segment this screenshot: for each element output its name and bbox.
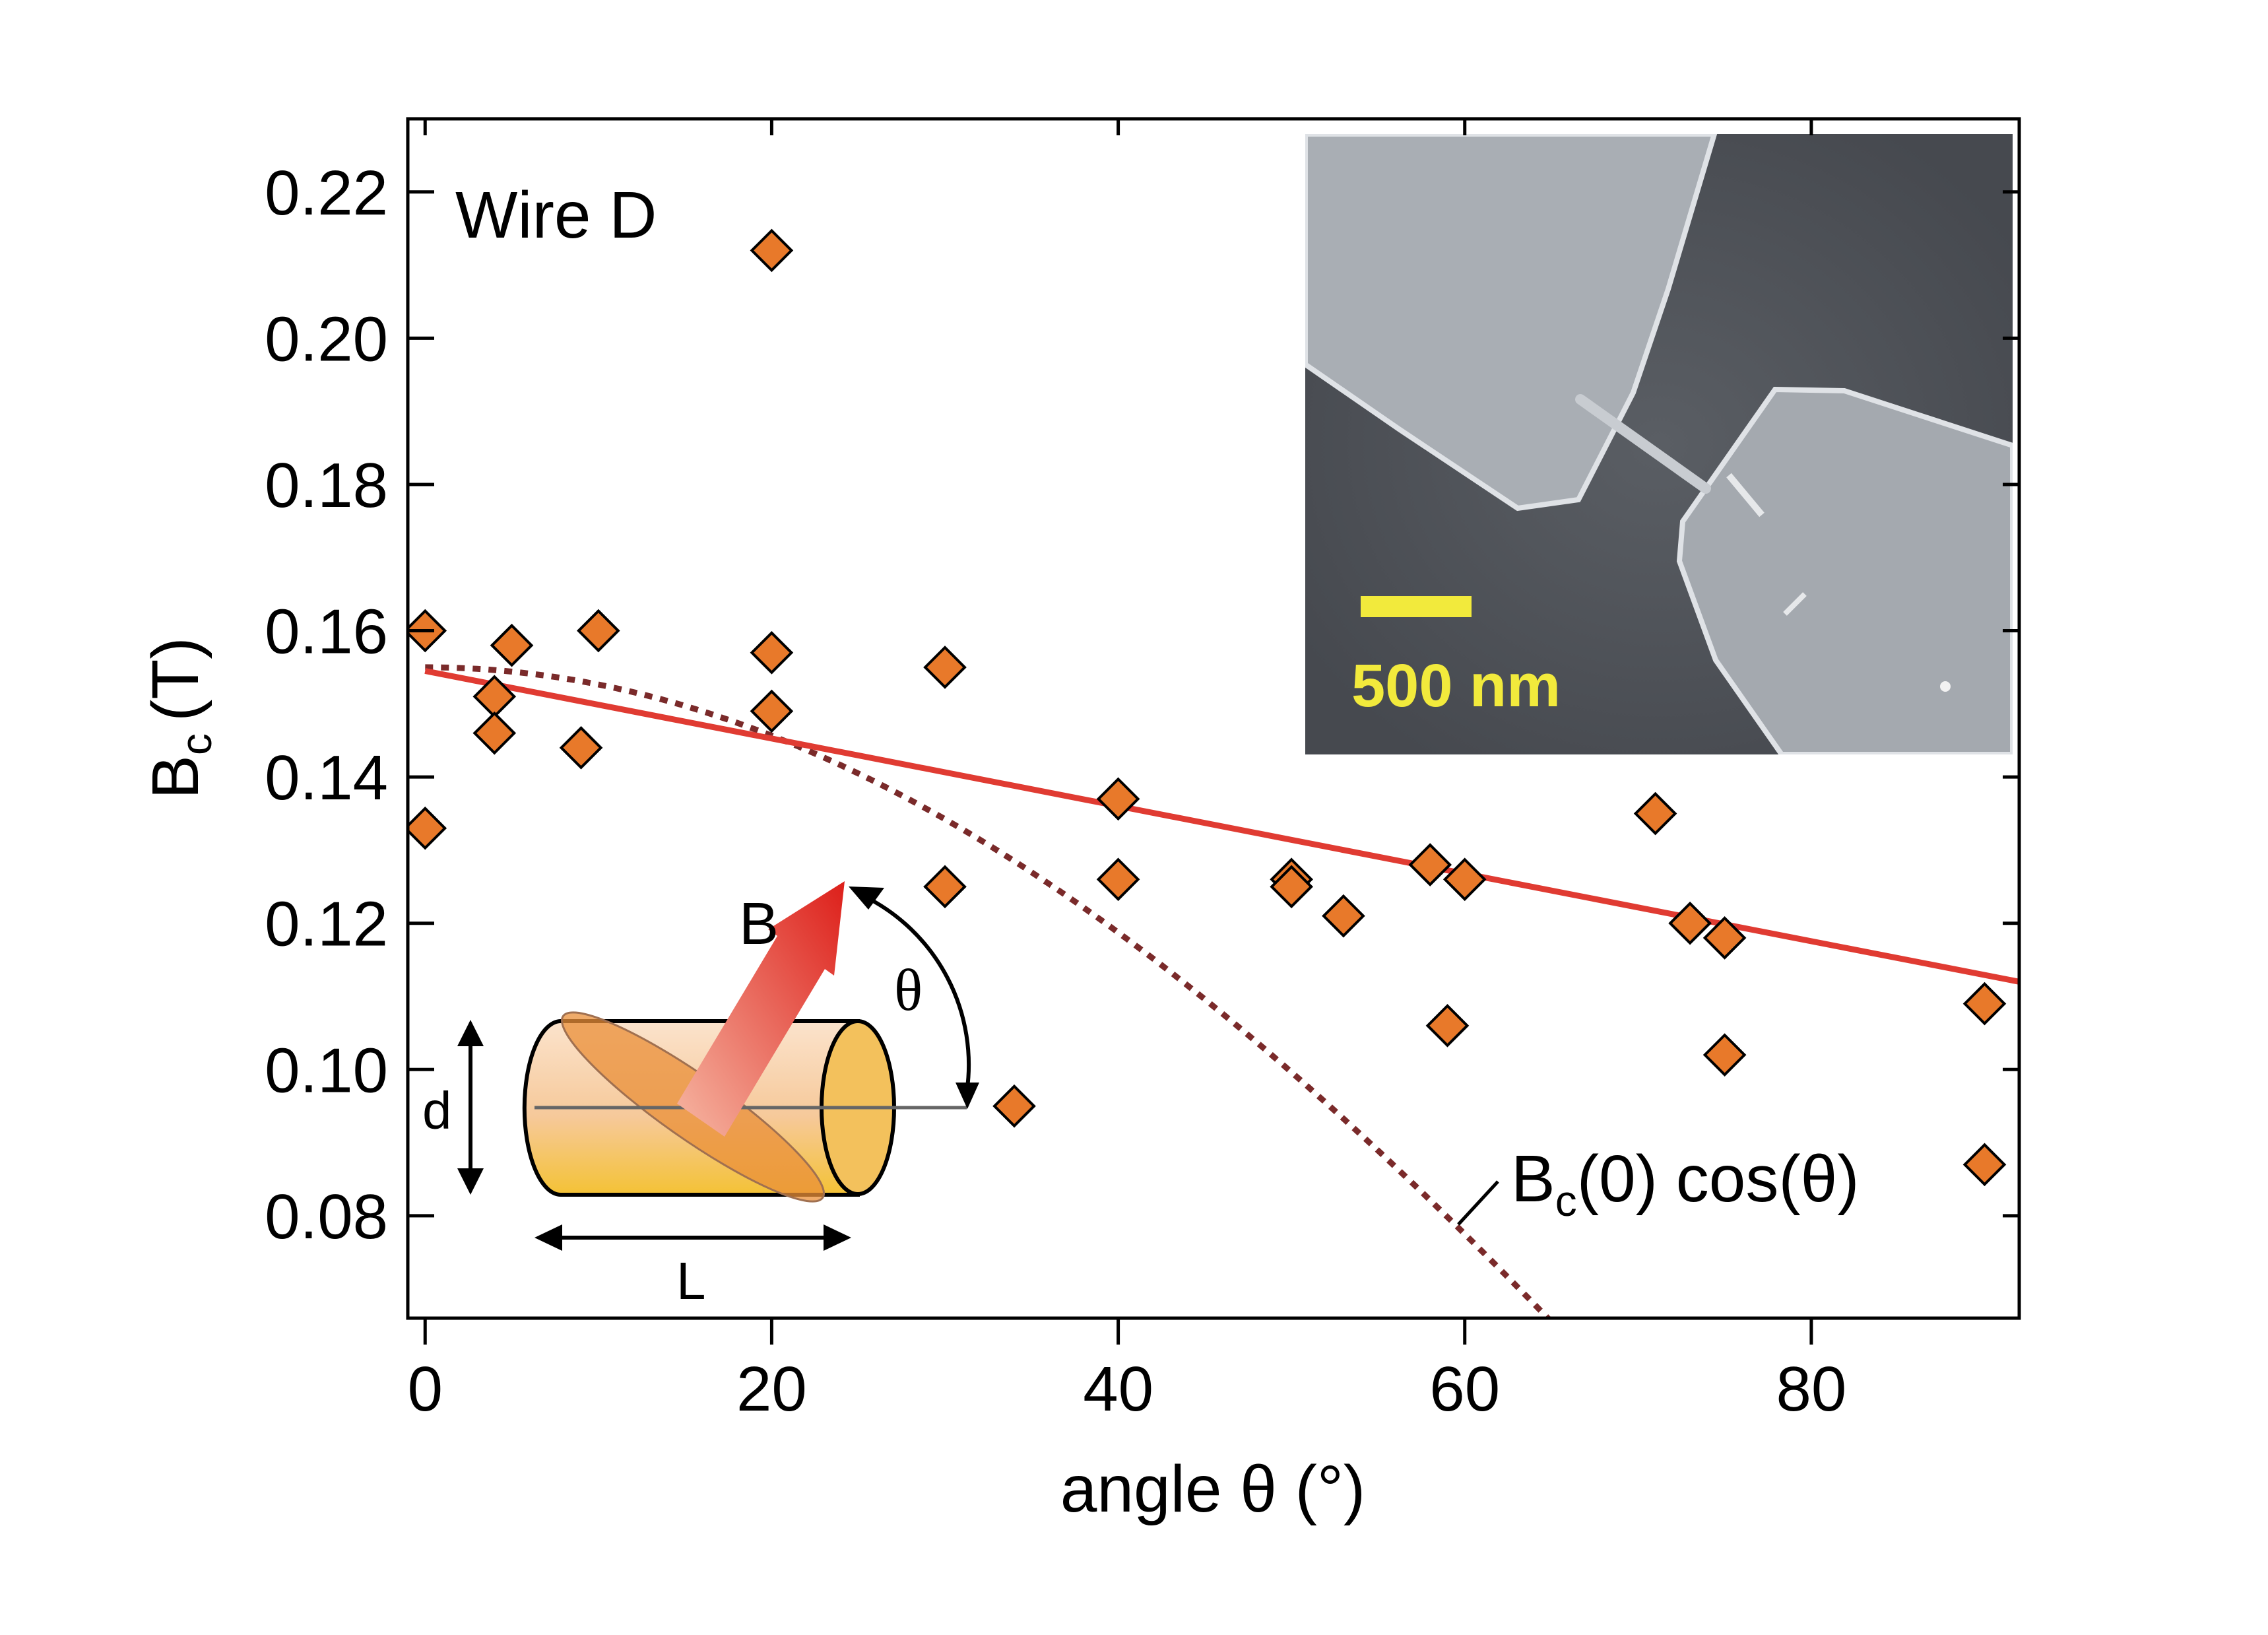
svg-text:Bc(T): Bc (T) [139, 637, 220, 799]
y-axis-label-sub: c [172, 733, 220, 755]
data-point [490, 623, 534, 667]
y-axis-label-main: B [139, 755, 212, 799]
plot-frame [406, 117, 2021, 1320]
angle-arrowhead-bottom [956, 1083, 979, 1109]
data-point [577, 609, 620, 653]
length-label: L [676, 1251, 706, 1310]
y-axis-label-unit: (T) [139, 637, 212, 721]
data-point [1270, 865, 1313, 909]
data-point [923, 865, 967, 909]
linear-fit-line [424, 668, 2019, 985]
scale-bar-label: 500 nm [1351, 652, 1561, 719]
scale-bar [1361, 596, 1472, 617]
data-point [750, 630, 794, 675]
data-point [408, 806, 447, 850]
data-point [923, 646, 967, 689]
data-point [1322, 894, 1365, 938]
angle-label: θ [894, 958, 923, 1023]
data-point [559, 725, 603, 770]
y-tick-label: 0.16 [265, 597, 388, 667]
y-tick-label: 0.20 [265, 304, 388, 374]
cos-curve-label-main: B [1511, 1142, 1555, 1216]
diameter-arrowhead-bottom [457, 1168, 484, 1195]
geometry-diagram: B θ d L [422, 881, 979, 1310]
data-point [1425, 1004, 1470, 1048]
data-point [750, 228, 794, 273]
x-axis-ticks: 0 20 40 60 80 [408, 119, 1847, 1424]
y-tick-label: 0.14 [265, 743, 388, 813]
data-point [1442, 857, 1487, 902]
field-arrow [677, 881, 845, 1137]
length-arrowhead-right [824, 1224, 851, 1251]
y-tick-label: 0.08 [265, 1182, 388, 1252]
data-point [750, 689, 794, 733]
diameter-label: d [422, 1081, 452, 1140]
data-point [1633, 791, 1677, 836]
cos-curve-label-sub: c [1555, 1176, 1577, 1225]
data-point [1702, 916, 1747, 960]
field-label: B [739, 891, 779, 957]
y-tick-label: 0.18 [265, 450, 388, 521]
data-point [992, 1084, 1036, 1128]
angle-arc [863, 894, 971, 1093]
panel-label: Wire D [455, 178, 657, 252]
cos-theta-curve [425, 664, 1552, 1318]
data-point [1702, 1033, 1747, 1077]
x-tick-label: 20 [736, 1354, 807, 1424]
data-point [472, 711, 517, 755]
nanowire [1575, 394, 1711, 494]
data-point [1668, 901, 1712, 945]
y-axis-ticks: 0.08 0.10 0.12 0.14 0.16 0.18 0.20 0.22 [265, 158, 2019, 1252]
data-point [1096, 857, 1140, 902]
diameter-arrowhead-top [457, 1020, 484, 1046]
angle-arrowhead-top [849, 886, 884, 910]
data-point [1408, 843, 1452, 886]
data-markers [408, 228, 2007, 1187]
data-point [1962, 1143, 2007, 1187]
right-electrode [1676, 386, 2013, 754]
x-tick-label: 0 [408, 1354, 443, 1424]
y-axis-label: Bc (T) [139, 637, 220, 799]
cos-curve-label: Bc(0) cos(θ) [1511, 1142, 1860, 1225]
left-electrode [1305, 134, 1718, 512]
cos-curve-label-rest: (0) cos(θ) [1577, 1142, 1860, 1216]
data-point [1096, 777, 1140, 821]
y-tick-label: 0.12 [265, 889, 388, 960]
y-tick-label: 0.10 [265, 1035, 388, 1106]
x-tick-label: 60 [1429, 1354, 1500, 1424]
length-arrowhead-left [535, 1224, 562, 1251]
curve-label-leader [1457, 1180, 1499, 1226]
x-axis-label: angle θ (°) [1060, 1452, 1365, 1526]
x-tick-label: 80 [1776, 1354, 1847, 1424]
x-tick-label: 40 [1083, 1354, 1153, 1424]
sem-inset-image: 500 nm [1305, 134, 2013, 754]
data-point [1962, 982, 2007, 1026]
y-tick-label: 0.22 [265, 158, 388, 228]
